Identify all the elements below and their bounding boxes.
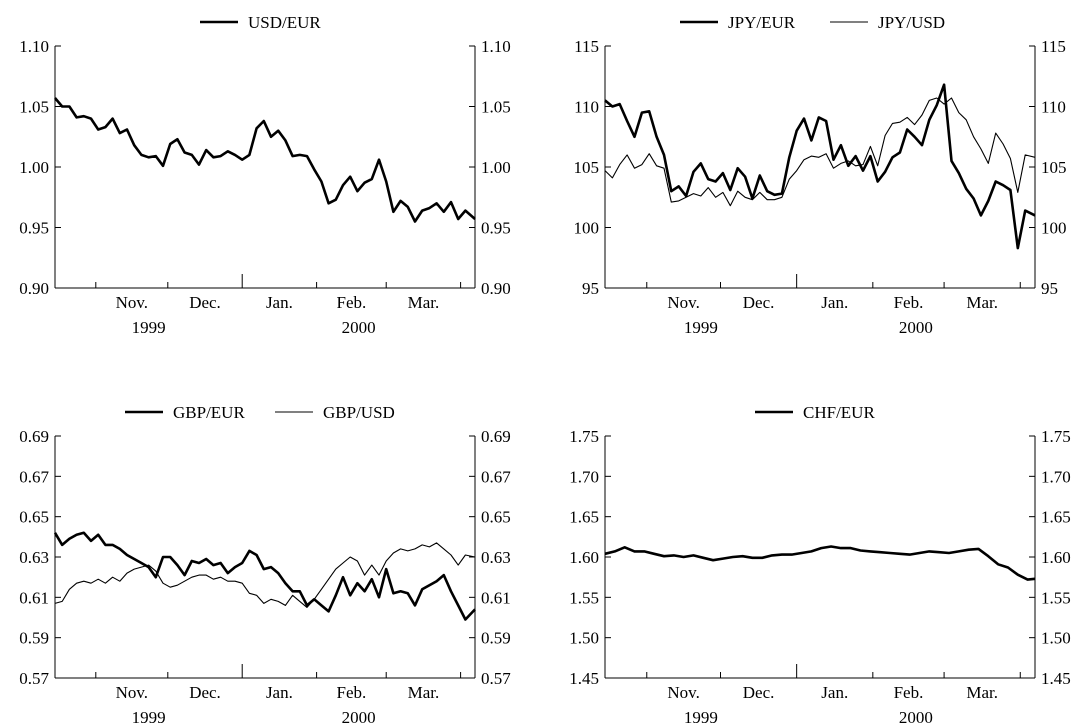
x-month-label: Nov.	[667, 293, 699, 312]
y-tick-label-left: 0.95	[19, 219, 49, 238]
series-line-usd-eur	[54, 97, 476, 223]
legend-label: GBP/USD	[323, 403, 395, 422]
y-tick-label-left: 115	[574, 37, 599, 56]
y-tick-label-left: 100	[574, 219, 600, 238]
y-tick-label-right: 0.95	[481, 219, 511, 238]
x-year-label: 2000	[899, 708, 933, 727]
y-tick-label-left: 105	[574, 158, 600, 177]
y-tick-label-left: 0.57	[19, 669, 49, 688]
y-tick-label-right: 1.45	[1041, 669, 1071, 688]
x-month-label: Feb.	[894, 293, 924, 312]
y-tick-label-left: 110	[574, 98, 599, 117]
x-month-label: Feb.	[894, 683, 924, 702]
series-line-chf-eur	[604, 545, 1036, 581]
y-tick-label-right: 1.10	[481, 37, 511, 56]
y-tick-label-right: 0.63	[481, 548, 511, 567]
x-month-label: Dec.	[189, 293, 221, 312]
chart-panel-4: 1.45 1.45 1.50 1.50 1.55 1.55 1.60 1.60 1.65 1.65…	[569, 403, 1071, 727]
x-month-label: Jan.	[266, 293, 293, 312]
x-month-label: Nov.	[667, 683, 699, 702]
x-year-label: 1999	[132, 708, 166, 727]
x-year-label: 1999	[684, 318, 718, 337]
x-year-label: 2000	[342, 708, 376, 727]
y-tick-label-right: 1.70	[1041, 467, 1071, 486]
x-month-label: Dec.	[189, 683, 221, 702]
x-month-label: Mar.	[966, 683, 998, 702]
y-tick-label-left: 1.75	[569, 427, 599, 446]
x-year-label: 1999	[132, 318, 166, 337]
y-tick-label-left: 0.63	[19, 548, 49, 567]
y-tick-label-left: 1.55	[569, 588, 599, 607]
x-month-label: Dec.	[743, 293, 775, 312]
y-tick-label-right: 0.57	[481, 669, 511, 688]
y-tick-label-right: 110	[1041, 98, 1066, 117]
y-tick-label-left: 0.65	[19, 508, 49, 527]
x-month-label: Dec.	[743, 683, 775, 702]
y-tick-label-left: 0.90	[19, 279, 49, 298]
x-month-label: Feb.	[337, 683, 367, 702]
series-line-gbp-eur	[53, 531, 476, 621]
x-month-label: Feb.	[337, 293, 367, 312]
y-tick-label-left: 1.70	[569, 467, 599, 486]
chart-panel-3: 0.57 0.57 0.59 0.59 0.61 0.61 0.63 0.63 0.65 0.65…	[19, 403, 511, 727]
x-month-label: Jan.	[821, 683, 848, 702]
y-tick-label-right: 1.55	[1041, 588, 1071, 607]
y-tick-label-right: 1.50	[1041, 629, 1071, 648]
y-tick-label-right: 105	[1041, 158, 1067, 177]
x-month-label: Mar.	[408, 293, 440, 312]
series-line-jpy-eur	[604, 83, 1036, 250]
chart-panel-2: 95 95 100 100 105 105 110 110 115 115 Nov. Dec. Jan.…	[574, 13, 1067, 337]
series-line-jpy-usd	[604, 97, 1036, 207]
chart-panel-1: 0.90 0.90 0.95 0.95 1.00 1.00 1.05 1.05 1.10 1.10…	[19, 13, 511, 337]
legend-label: JPY/USD	[878, 13, 945, 32]
y-tick-label-right: 1.05	[481, 98, 511, 117]
y-tick-label-right: 100	[1041, 219, 1067, 238]
y-tick-label-left: 95	[582, 279, 599, 298]
y-tick-label-right: 1.00	[481, 158, 511, 177]
y-tick-label-right: 1.65	[1041, 508, 1071, 527]
x-month-label: Mar.	[408, 683, 440, 702]
y-tick-label-right: 0.67	[481, 467, 511, 486]
y-tick-label-left: 1.10	[19, 37, 49, 56]
x-month-label: Jan.	[821, 293, 848, 312]
y-tick-label-left: 1.45	[569, 669, 599, 688]
y-tick-label-right: 0.59	[481, 629, 511, 648]
y-tick-label-right: 95	[1041, 279, 1058, 298]
y-tick-label-right: 0.65	[481, 508, 511, 527]
y-tick-label-left: 1.60	[569, 548, 599, 567]
y-tick-label-left: 0.61	[19, 588, 49, 607]
y-tick-label-left: 1.05	[19, 98, 49, 117]
x-month-label: Nov.	[116, 683, 148, 702]
x-year-label: 2000	[899, 318, 933, 337]
y-tick-label-left: 1.50	[569, 629, 599, 648]
y-tick-label-right: 115	[1041, 37, 1066, 56]
legend-label: CHF/EUR	[803, 403, 875, 422]
series-line-gbp-usd	[54, 542, 476, 608]
legend-label: GBP/EUR	[173, 403, 245, 422]
y-tick-label-left: 0.69	[19, 427, 49, 446]
x-month-label: Nov.	[116, 293, 148, 312]
y-tick-label-left: 0.59	[19, 629, 49, 648]
y-tick-label-right: 1.60	[1041, 548, 1071, 567]
y-tick-label-left: 0.67	[19, 467, 49, 486]
y-tick-label-right: 0.69	[481, 427, 511, 446]
y-tick-label-right: 0.61	[481, 588, 511, 607]
x-month-label: Jan.	[266, 683, 293, 702]
x-year-label: 2000	[342, 318, 376, 337]
y-tick-label-left: 1.65	[569, 508, 599, 527]
y-tick-label-left: 1.00	[19, 158, 49, 177]
x-month-label: Mar.	[966, 293, 998, 312]
legend-label: JPY/EUR	[728, 13, 796, 32]
legend-label: USD/EUR	[248, 13, 321, 32]
y-tick-label-right: 1.75	[1041, 427, 1071, 446]
x-year-label: 1999	[684, 708, 718, 727]
y-tick-label-right: 0.90	[481, 279, 511, 298]
